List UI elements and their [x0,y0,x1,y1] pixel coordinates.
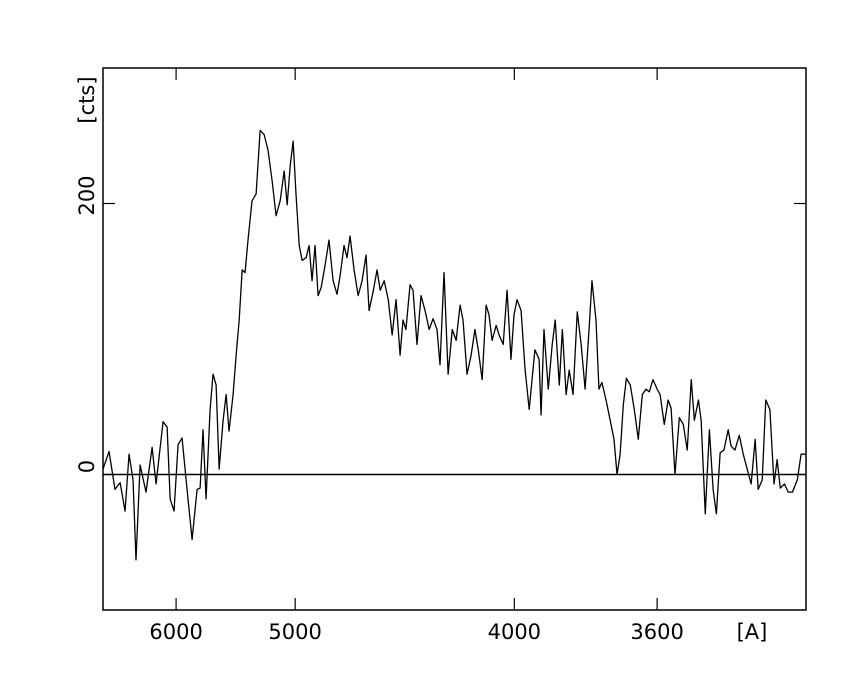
plot-frame [102,67,807,611]
x-tick-label: 5000 [268,620,321,644]
x-axis-label: [A] [737,620,768,644]
x-tick-label: 6000 [149,620,202,644]
spectrum-line [102,129,806,561]
y-tick-label: 200 [75,175,99,215]
y-tick-label: 0 [75,460,99,473]
x-tick-label: 4000 [488,620,541,644]
y-axis-label: [cts] [75,76,99,123]
x-tick-label: 3600 [630,620,683,644]
